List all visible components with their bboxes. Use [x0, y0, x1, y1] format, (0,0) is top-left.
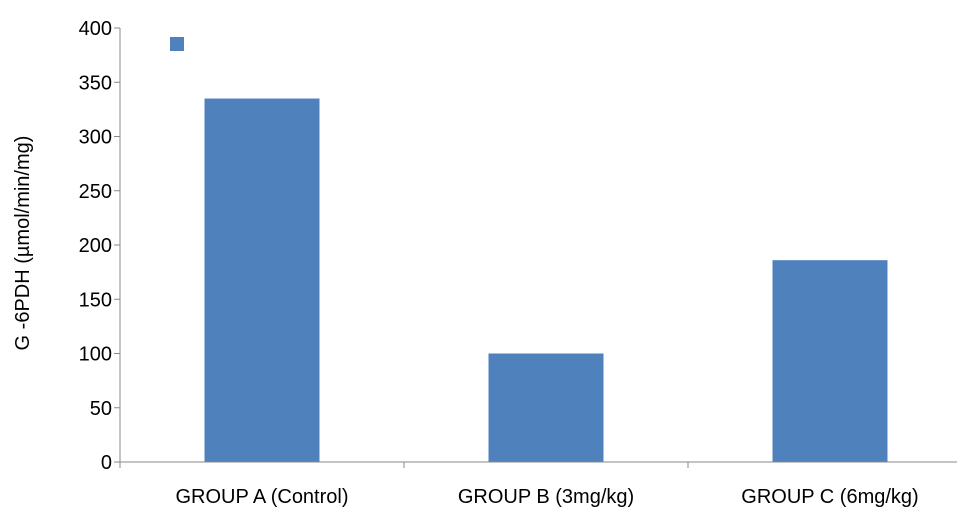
x-tick-label: GROUP B (3mg/kg) — [458, 486, 634, 508]
y-tick-label: 350 — [79, 72, 112, 94]
y-axis: 0 50 100 150 200 250 300 350 400 — [79, 18, 120, 474]
y-tick-label: 300 — [79, 127, 112, 149]
y-tick-label: 400 — [79, 18, 112, 40]
x-tick-label: GROUP C (6mg/kg) — [741, 486, 918, 508]
y-tick-label: 200 — [79, 235, 112, 257]
y-tick-label: 50 — [90, 398, 112, 420]
legend-marker — [170, 37, 184, 51]
y-axis-title: G -6PDH (µmol/min/mg) — [12, 136, 34, 351]
y-tick-label: 250 — [79, 181, 112, 203]
bars — [204, 98, 888, 463]
y-tick-label: 0 — [101, 452, 112, 474]
x-tick-label: GROUP A (Control) — [175, 486, 348, 508]
bar — [204, 98, 320, 463]
x-axis: GROUP A (Control) GROUP B (3mg/kg) GROUP C… — [119, 462, 919, 508]
bar — [488, 353, 604, 462]
legend — [170, 37, 184, 51]
y-tick-label: 150 — [79, 289, 112, 311]
y-tick-label: 100 — [79, 344, 112, 366]
bar — [772, 260, 888, 462]
axes — [119, 28, 957, 463]
